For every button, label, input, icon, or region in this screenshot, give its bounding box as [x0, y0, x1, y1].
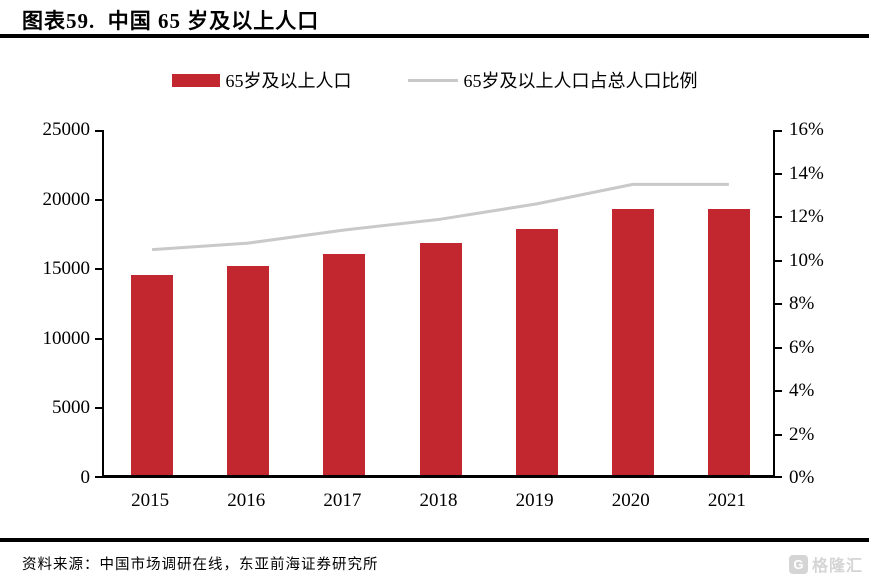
left-axis-label: 15000 [42, 258, 91, 280]
gelonghui-watermark: G 格隆汇 [788, 552, 863, 576]
x-axis-label-2019: 2019 [515, 490, 554, 511]
right-axis-tick [773, 216, 782, 218]
bar-2019 [515, 229, 558, 475]
ratio-line-series [151, 182, 729, 252]
right-axis-label: 12% [789, 206, 824, 227]
right-axis-label: 16% [789, 119, 824, 140]
bottom-rule [0, 538, 869, 542]
left-axis-label: 0 [80, 467, 91, 488]
right-axis-tick [773, 130, 782, 132]
left-axis-label: 10000 [42, 327, 91, 349]
x-axis-label-2015: 2015 [131, 490, 170, 511]
gelonghui-logo-icon: G [788, 554, 808, 574]
x-axis-label-2018: 2018 [419, 490, 458, 511]
chart-legend: 65岁及以上人口 65岁及以上人口占总人口比例 [0, 67, 869, 93]
left-axis-label: 25000 [42, 119, 91, 140]
right-axis-tick [773, 390, 782, 392]
right-axis-label: 14% [789, 162, 824, 184]
bar-swatch-icon [171, 73, 220, 87]
left-axis-tick [95, 476, 104, 478]
right-axis-tick [773, 476, 782, 478]
bar-2017 [323, 254, 366, 475]
left-axis-tick [95, 130, 104, 132]
x-axis-labels: 2015 2016 2017 2018 2019 2020 2021 [102, 490, 775, 516]
right-axis-label: 8% [789, 293, 815, 314]
right-axis-tick [773, 433, 782, 436]
watermark-text: 格隆汇 [811, 558, 863, 575]
bar-2016 [227, 265, 270, 475]
source-note: 资料来源：中国市场调研在线，东亚前海证券研究所 [22, 557, 379, 573]
right-axis-tick [773, 259, 782, 262]
right-axis-label: 2% [789, 423, 815, 445]
plot-area [95, 130, 782, 478]
bar-2015 [131, 274, 174, 475]
legend-line-label: 65岁及以上人口占总人口比例 [463, 71, 698, 91]
left-axis-label: 20000 [42, 188, 91, 210]
right-axis-tick [773, 346, 782, 349]
line-swatch-icon [407, 78, 458, 82]
left-axis-tick [95, 198, 104, 201]
top-rule [0, 34, 869, 38]
left-y-axis-labels: 0 5000 10000 15000 20000 25000 [0, 119, 91, 488]
left-axis-tick [95, 337, 104, 340]
legend-bar-label: 65岁及以上人口 [225, 71, 352, 91]
legend-item-bar: 65岁及以上人口 [171, 67, 352, 93]
left-axis-tick [95, 407, 104, 410]
right-y-axis-labels: 0% 2% 4% 6% 8% 10% 12% 14% 16% [789, 119, 867, 488]
right-axis-tick [773, 172, 782, 175]
right-axis-tick [773, 303, 782, 305]
left-axis-label: 5000 [52, 397, 90, 419]
bar-2020 [611, 209, 654, 475]
bar-2021 [707, 209, 750, 475]
legend-item-line: 65岁及以上人口占总人口比例 [407, 67, 698, 93]
right-axis-label: 0% [789, 467, 815, 488]
x-axis-label-2020: 2020 [611, 490, 650, 511]
right-axis-label: 6% [789, 336, 815, 358]
bar-2018 [419, 242, 462, 475]
right-axis-label: 10% [789, 249, 824, 271]
x-axis-label-2017: 2017 [323, 490, 362, 511]
right-axis-label: 4% [789, 380, 815, 401]
x-axis-label-2016: 2016 [227, 490, 266, 511]
x-axis-label-2021: 2021 [707, 490, 746, 511]
figure-title: 图表59. 中国 65 岁及以上人口 [22, 9, 320, 33]
left-axis-tick [95, 268, 104, 271]
